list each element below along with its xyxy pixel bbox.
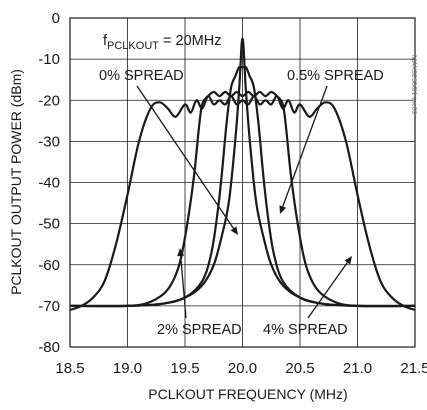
x-tick-label-4: 20.5 [285, 360, 314, 377]
x-tick-label-0: 18.5 [55, 360, 84, 377]
label-2-spread: 2% SPREAD [157, 322, 242, 338]
label-4-spread: 4% SPREAD [263, 322, 348, 338]
series-line-1 [69, 65, 416, 308]
y-tick-label-2: -20 [38, 92, 60, 109]
watermark: MAX9250/01 toc09 [410, 55, 417, 115]
series-group [69, 37, 416, 312]
y-tick-label-5: -50 [38, 216, 60, 233]
x-tick-label-2: 19.5 [170, 360, 199, 377]
y-tick-label-6: -60 [38, 257, 60, 274]
leader-arrowhead-4-spread [344, 256, 352, 265]
y-tick-label-0: 0 [52, 10, 60, 27]
y-axis-title: PCLKOUT OUTPUT POWER (dBm) [8, 69, 24, 295]
x-tick-label-5: 21.0 [343, 360, 372, 377]
series-line-3 [69, 95, 416, 312]
leader-line-0-spread [136, 85, 235, 229]
leader-line-05-spread [282, 85, 328, 207]
y-tick-label-3: -30 [38, 133, 60, 150]
x-tick-label-1: 19.0 [113, 360, 142, 377]
frequency-annotation-f: f [103, 33, 108, 49]
y-tick-label-8: -80 [38, 339, 60, 356]
x-tick-labels: 18.5 19.0 19.5 20.0 20.5 21.0 21.5 [55, 360, 427, 377]
x-tick-label-6: 21.5 [400, 360, 427, 377]
frequency-annotation-value: = 20MHz [159, 33, 221, 49]
series-line-2 [69, 90, 416, 308]
x-tick-label-3: 20.0 [228, 360, 257, 377]
grid [69, 17, 416, 348]
leader-arrowhead-05-spread [279, 205, 287, 214]
leader-arrowhead-2-spread [177, 248, 185, 257]
y-tick-labels: 0 -10 -20 -30 -40 -50 -60 -70 -80 [38, 10, 60, 356]
frequency-annotation: fPCLKOUT = 20MHz [103, 33, 221, 52]
leader-line-4-spread [307, 262, 348, 319]
annotation-leaders [136, 85, 352, 319]
leader-line-2-spread [180, 255, 187, 319]
label-0-spread: 0% SPREAD [99, 68, 184, 84]
y-tick-label-7: -70 [38, 298, 60, 315]
frequency-annotation-subscript: PCLKOUT [107, 40, 159, 52]
x-axis-title: PCLKOUT FREQUENCY (MHz) [148, 386, 347, 402]
label-05-spread: 0.5% SPREAD [287, 68, 384, 84]
plot-frame [69, 17, 416, 348]
y-tick-label-4: -40 [38, 175, 60, 192]
leader-arrowhead-0-spread [230, 226, 238, 235]
y-tick-label-1: -10 [38, 51, 60, 68]
